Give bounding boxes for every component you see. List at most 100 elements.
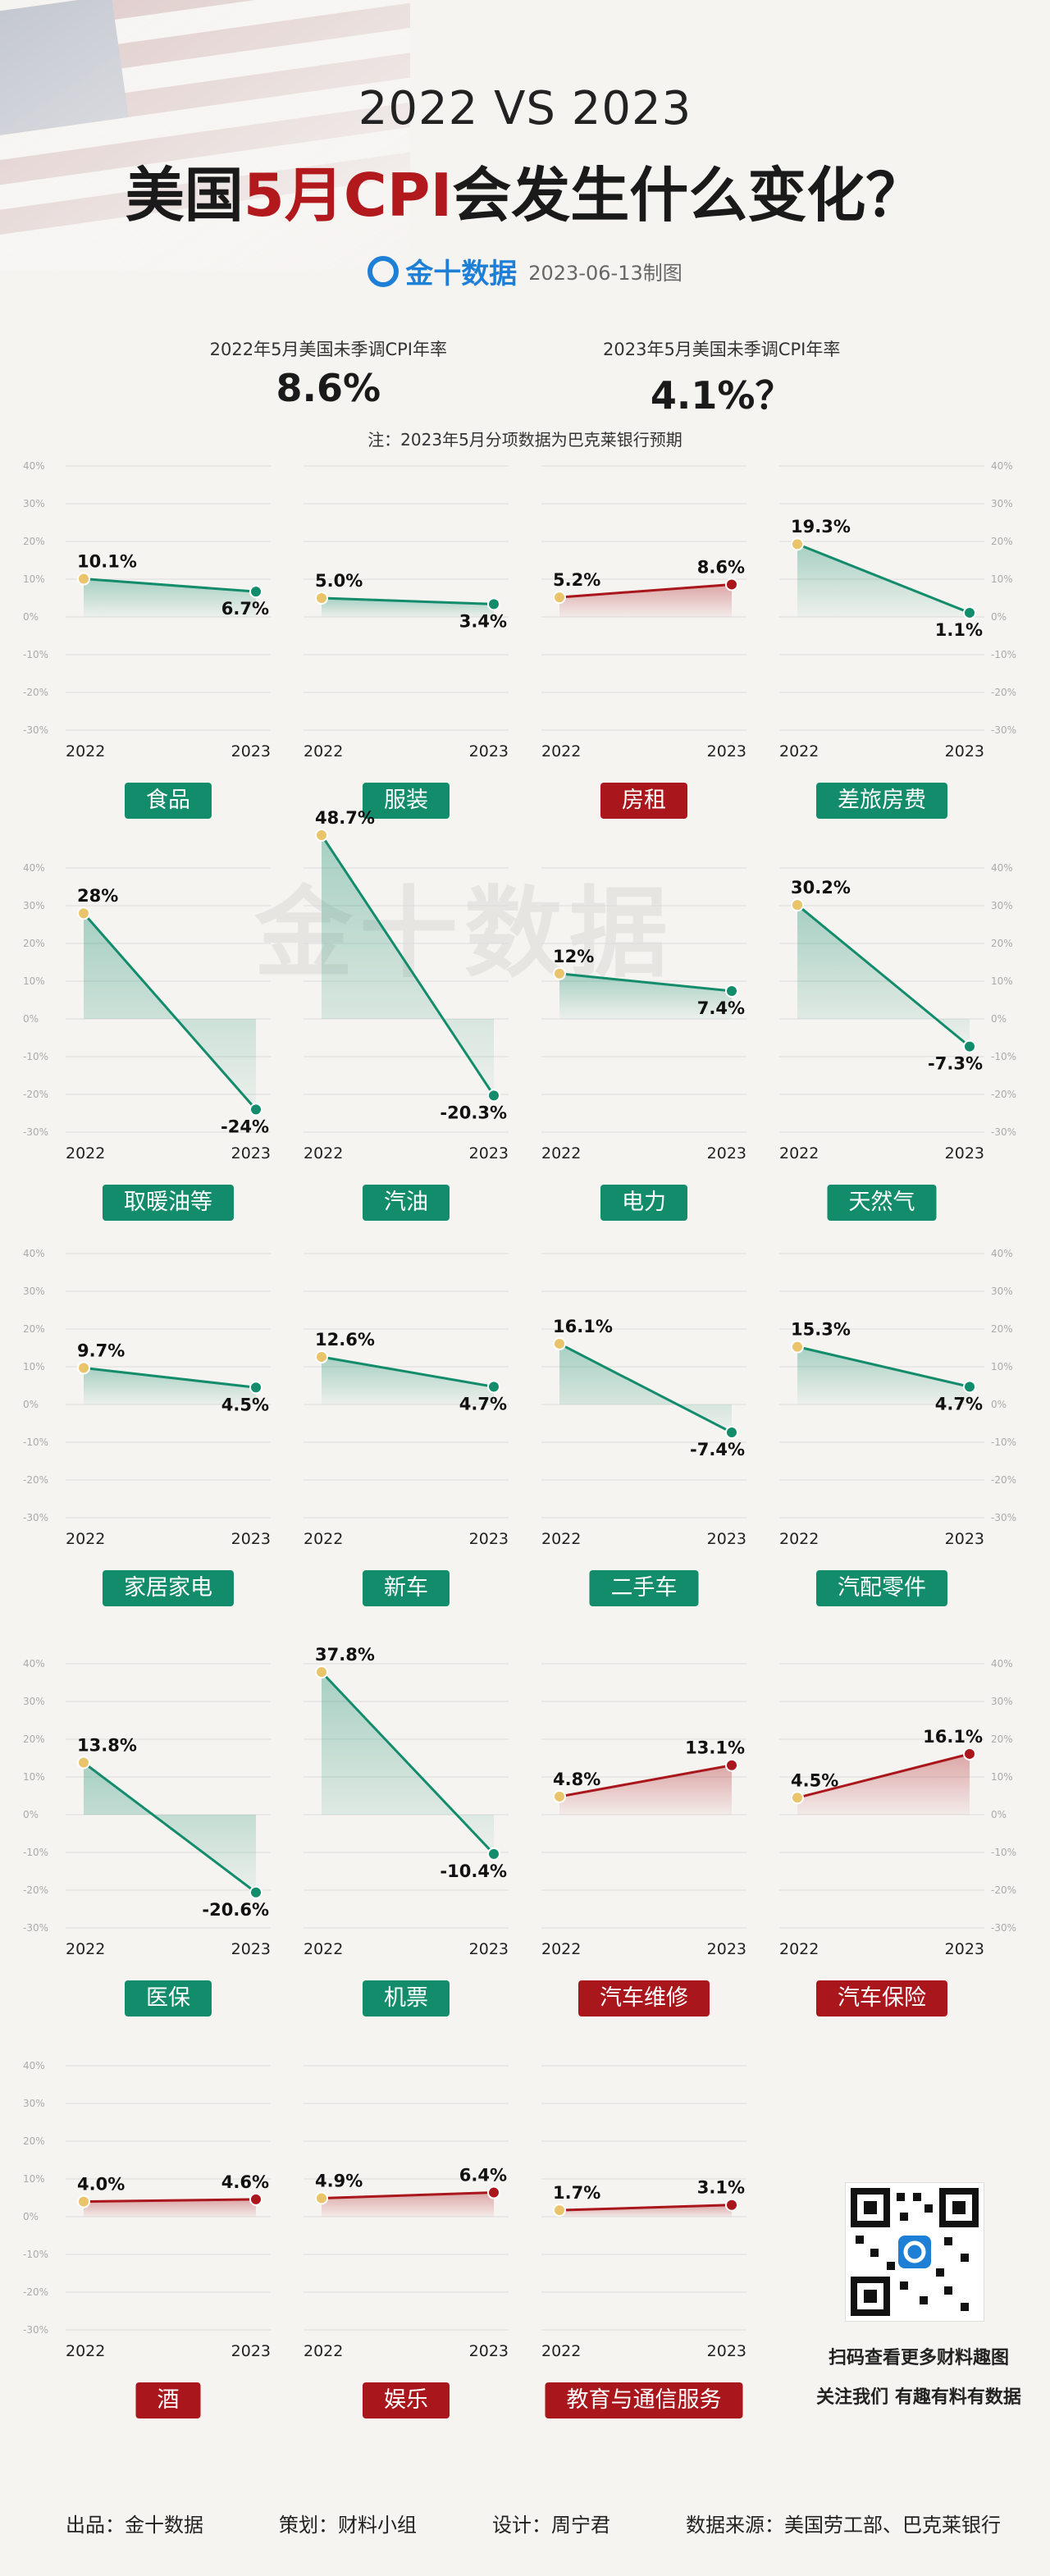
brand-logo: 金十数据	[368, 251, 517, 291]
kpi-value: 8.6%	[276, 366, 381, 410]
line-chart: 40% 30% 20% 10% 0% -10% -20% -30% 13.8% -20.6% 202…	[23, 1658, 271, 1958]
chart-panel: 40% 30% 20% 10% 0% -10% -20% -30% 19.3% 1.1% 2022 2…	[779, 459, 1016, 820]
x-label-2023: 2023	[231, 2342, 271, 2360]
y-tick-label: 40%	[991, 1248, 1013, 1259]
y-tick-label: -10%	[23, 2249, 48, 2260]
category-label: 汽配零件	[816, 1570, 947, 1606]
y-tick-label: 20%	[991, 1733, 1013, 1745]
y-tick-label: 30%	[991, 900, 1013, 911]
x-label-2022: 2022	[779, 1144, 819, 1162]
chart-panel: 1.7% 3.1% 2022 2023 教育与通信服务	[541, 2059, 746, 2420]
y-tick-label: -10%	[991, 1051, 1016, 1062]
value-label-2022: 4.9%	[315, 2171, 363, 2190]
x-label-2022: 2022	[304, 742, 343, 760]
x-label-2023: 2023	[945, 1144, 984, 1162]
x-label-2022: 2022	[304, 1940, 343, 1958]
title-prefix: 美国	[125, 161, 244, 230]
chart-panel: 40% 30% 20% 10% 0% -10% -20% -30% 4.0% 4.6% 2022 20…	[23, 2059, 271, 2420]
category-label: 差旅房费	[816, 783, 947, 819]
footer-designer: 设计：周宁君	[492, 2514, 610, 2537]
x-label-2023: 2023	[231, 742, 271, 760]
x-label-2022: 2022	[304, 1530, 343, 1548]
y-tick-label: -20%	[23, 1884, 48, 1896]
y-tick-label: 30%	[991, 1286, 1013, 1297]
value-label-2023: -20.6%	[202, 1900, 269, 1920]
point-2023	[487, 1089, 500, 1103]
value-label-2023: 4.7%	[459, 1394, 507, 1414]
category-label: 取暖油等	[103, 1185, 234, 1221]
value-label-2022: 5.0%	[315, 571, 363, 591]
value-label-2023: 4.7%	[935, 1394, 983, 1414]
line-chart: 40% 30% 20% 10% 0% -10% -20% -30% 10.1% 6.7% 2022 2…	[23, 460, 271, 760]
series-area	[322, 1357, 494, 1404]
series-line	[321, 2191, 495, 2199]
line-chart: 5.0% 3.4% 2022 2023	[304, 465, 509, 760]
x-label-2023: 2023	[707, 1144, 746, 1162]
series-area	[84, 578, 256, 617]
x-label-2023: 2023	[469, 1530, 509, 1548]
y-tick-label: 0%	[23, 1013, 39, 1025]
y-tick-label: 20%	[991, 938, 1013, 949]
x-label-2023: 2023	[469, 742, 509, 760]
y-tick-label: 20%	[991, 536, 1013, 547]
series-line	[83, 2198, 257, 2204]
x-label-2022: 2022	[66, 1530, 105, 1548]
category-label: 教育与通信服务	[545, 2382, 743, 2418]
y-tick-label: -10%	[991, 649, 1016, 660]
x-label-2023: 2023	[707, 1940, 746, 1958]
y-tick-label: 30%	[991, 1696, 1013, 1707]
x-label-2022: 2022	[541, 2342, 581, 2360]
y-tick-label: -20%	[991, 1474, 1016, 1486]
y-tick-label: -10%	[23, 1847, 48, 1858]
value-label-2022: 10.1%	[77, 552, 137, 572]
chart-panel: 40% 30% 20% 10% 0% -10% -20% -30% 4.5% 16.1% 2022 2…	[779, 1657, 1016, 2018]
series-line	[320, 1671, 495, 1855]
value-label-2022: 4.5%	[791, 1770, 838, 1790]
category-label: 娱乐	[363, 2382, 450, 2418]
chart-panel: 40% 30% 20% 10% 0% -10% -20% -30% 10.1% 6.7% 2022 2…	[23, 459, 271, 820]
x-label-2023: 2023	[945, 1940, 984, 1958]
kpi-2022: 2022年5月美国未季调CPI年率 8.6%	[210, 336, 447, 420]
point-2022	[315, 1350, 328, 1364]
y-tick-label: -30%	[991, 724, 1016, 736]
qr-caption-1: 扫码查看更多财料趣图	[828, 2348, 1009, 2368]
value-label-2022: 28%	[77, 886, 118, 906]
value-label-2023: -20.3%	[440, 1103, 507, 1122]
category-label: 酒	[135, 2382, 201, 2418]
category-label: 服装	[363, 783, 450, 819]
line-chart: 40% 30% 20% 10% 0% -10% -20% -30% 30.2% -7.3% 2022…	[779, 862, 1016, 1162]
kpi-value: 4.1%？	[650, 373, 793, 418]
line-chart: 40% 30% 20% 10% 0% -10% -20% -30% 4.5% 16.1% 2022 2…	[779, 1658, 1016, 1958]
qr-caption-2: 关注我们 有趣有料有数据	[816, 2387, 1021, 2408]
series-area	[322, 2192, 494, 2217]
series-area	[559, 1343, 732, 1433]
brand-row: 金十数据 2023-06-13制图	[0, 251, 1050, 291]
y-tick-label: -20%	[991, 687, 1016, 698]
value-label-2022: 4.0%	[77, 2175, 125, 2195]
y-tick-label: 20%	[23, 938, 45, 949]
brand-name: 金十数据	[405, 258, 518, 290]
value-label-2022: 15.3%	[791, 1320, 851, 1340]
point-2023	[725, 1426, 738, 1440]
point-2023	[725, 578, 738, 591]
value-label-2023: -7.3%	[928, 1054, 983, 1074]
y-tick-label: 30%	[23, 1696, 45, 1707]
x-label-2022: 2022	[304, 2342, 343, 2360]
y-tick-label: -10%	[23, 1051, 48, 1062]
value-label-2023: -24%	[221, 1117, 269, 1136]
category-label: 汽车维修	[578, 1980, 710, 2016]
y-tick-label: 10%	[23, 1771, 45, 1783]
chart-panel: 4.9% 6.4% 2022 2023 娱乐	[304, 2059, 509, 2420]
series-line	[559, 2204, 733, 2212]
x-label-2023: 2023	[945, 1530, 984, 1548]
chart-panel: 40% 30% 20% 10% 0% -10% -20% -30% 9.7% 4.5% 2022 20…	[23, 1247, 271, 1608]
point-2023	[249, 1885, 262, 1899]
x-label-2023: 2023	[707, 1530, 746, 1548]
qr-code[interactable]	[845, 2182, 984, 2322]
point-2023	[487, 1847, 500, 1861]
series-line	[82, 912, 258, 1111]
point-2023	[487, 1380, 500, 1394]
point-2022	[791, 898, 804, 912]
point-2022	[315, 2191, 328, 2205]
